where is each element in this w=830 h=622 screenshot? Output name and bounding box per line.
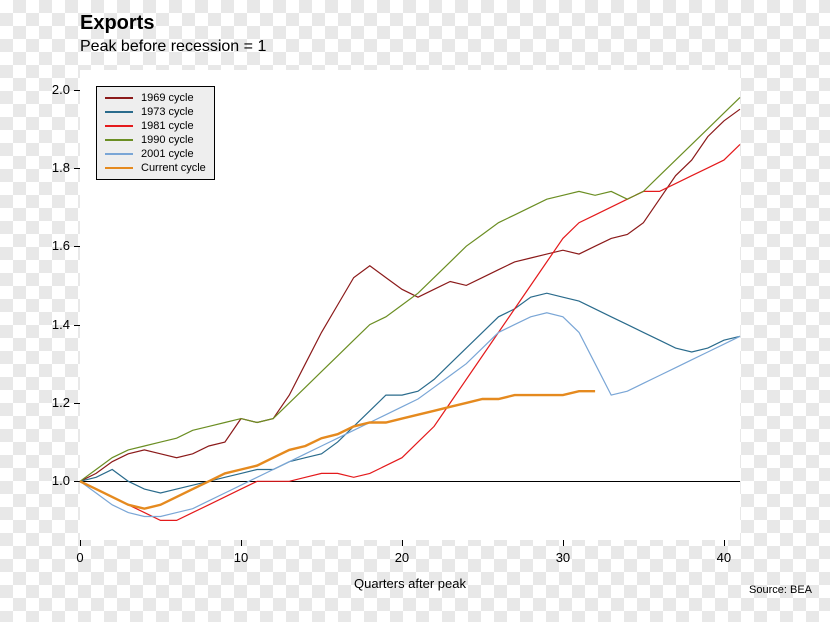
series-line — [80, 293, 740, 493]
legend-item: Current cycle — [105, 161, 206, 175]
legend-box: 1969 cycle 1973 cycle 1981 cycle 1990 cycle… — [96, 86, 215, 180]
legend-swatch — [105, 167, 133, 169]
legend-label: 1973 cycle — [141, 106, 194, 118]
source-label: Source: BEA — [749, 584, 812, 596]
legend-item: 2001 cycle — [105, 147, 206, 161]
legend-swatch — [105, 139, 133, 141]
series-line — [80, 144, 740, 520]
series-line — [80, 391, 595, 509]
legend-item: 1990 cycle — [105, 133, 206, 147]
legend-swatch — [105, 153, 133, 155]
legend-label: 1969 cycle — [141, 92, 194, 104]
x-axis-label: Quarters after peak — [354, 576, 466, 591]
legend-label: Current cycle — [141, 162, 206, 174]
legend-item: 1969 cycle — [105, 91, 206, 105]
legend-label: 1981 cycle — [141, 120, 194, 132]
legend-swatch — [105, 97, 133, 99]
legend-swatch — [105, 125, 133, 127]
legend-label: 1990 cycle — [141, 134, 194, 146]
legend-item: 1973 cycle — [105, 105, 206, 119]
chart-canvas: Exports Peak before recession = 1 1.01.2… — [0, 0, 830, 622]
series-line — [80, 313, 740, 517]
legend-label: 2001 cycle — [141, 148, 194, 160]
legend-swatch — [105, 111, 133, 113]
legend-item: 1981 cycle — [105, 119, 206, 133]
